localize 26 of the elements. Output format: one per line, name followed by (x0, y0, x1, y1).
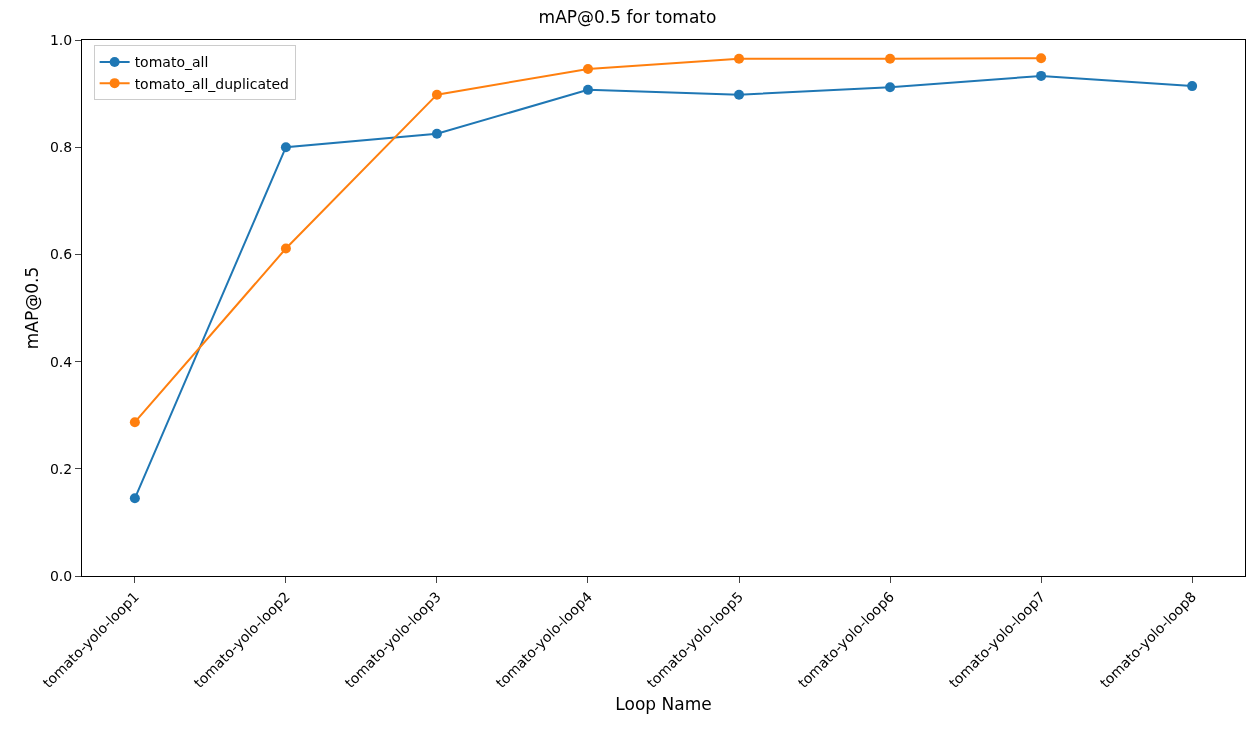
point (431, 89, 442, 100)
y-tick-label: 0.0 (49, 567, 73, 584)
point (1036, 53, 1047, 64)
y-tick-label: 0.4 (49, 353, 73, 370)
point (582, 63, 593, 74)
legend-label: tomato_all (134, 54, 209, 71)
chart-title: mAP@0.5 for tomato (538, 7, 717, 28)
point (885, 53, 896, 64)
point (431, 128, 442, 139)
x-axis-title: Loop Name (615, 694, 712, 715)
point (734, 53, 745, 64)
point (129, 417, 140, 428)
y-tick-label: 0.6 (49, 246, 73, 263)
y-axis-title: mAP@0.5 (22, 266, 42, 350)
point (1036, 70, 1047, 81)
point (280, 142, 291, 153)
y-tick-label: 0.8 (49, 139, 73, 156)
point (280, 243, 291, 254)
legend-label: tomato_all_duplicated (134, 75, 290, 92)
point (582, 84, 593, 95)
point (1187, 81, 1198, 92)
point (129, 493, 140, 504)
point (734, 89, 745, 100)
y-tick-label: 0.2 (49, 460, 73, 477)
y-tick-label: 1.0 (49, 31, 73, 48)
point (885, 82, 896, 93)
